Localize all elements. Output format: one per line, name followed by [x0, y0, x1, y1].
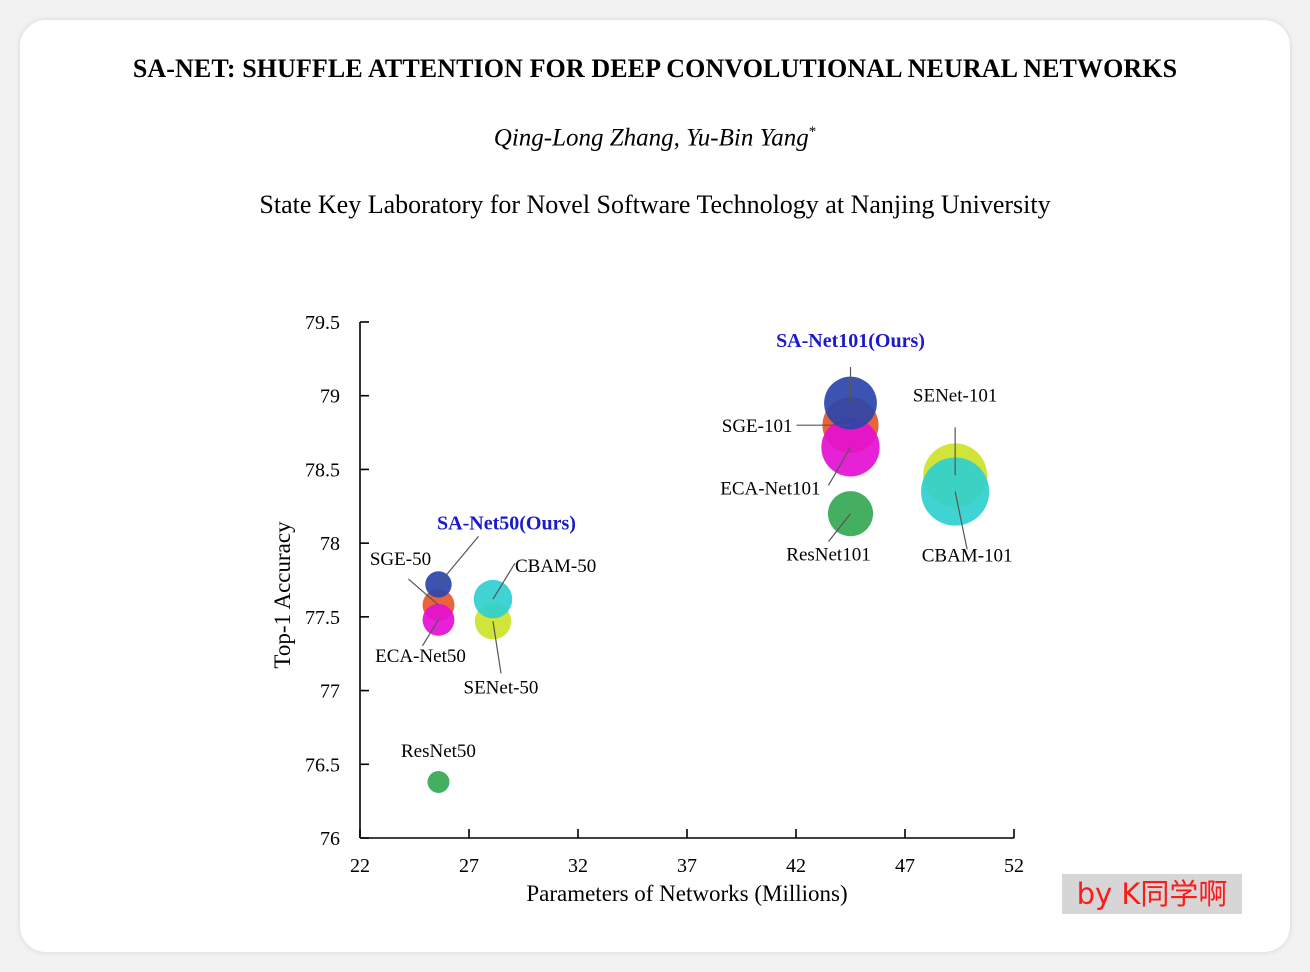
paper-title: SA-NET: SHUFFLE ATTENTION FOR DEEP CONVO… — [132, 54, 1178, 83]
point-label: SA-Net50(Ours) — [437, 512, 576, 534]
leader-line — [827, 447, 852, 486]
y-tick-label: 77 — [320, 681, 340, 703]
x-tick-label: 52 — [1004, 855, 1024, 877]
leader-line — [408, 578, 439, 606]
y-tick-label: 76 — [320, 828, 340, 850]
point-label: ECA-Net50 — [375, 646, 466, 667]
point-sa-net50-ours- — [425, 571, 452, 598]
leader-line — [421, 619, 439, 647]
x-axis-label: Parameters of Networks (Millions) — [526, 881, 847, 906]
point-label: ECA-Net101 — [720, 478, 820, 499]
x-tick-label: 22 — [350, 855, 370, 877]
corresponding-author-mark: * — [808, 124, 817, 140]
y-axis-label: Top-1 Accuracy — [270, 521, 295, 669]
point-label: CBAM-101 — [922, 546, 1013, 567]
leader-line — [828, 513, 851, 543]
x-tick-label: 47 — [895, 855, 915, 877]
paper-affiliation: State Key Laboratory for Novel Software … — [259, 190, 1051, 219]
point-label: SENet-50 — [464, 677, 539, 698]
paper-authors: Qing-Long Zhang, Yu-Bin Yang* — [0, 124, 1310, 152]
watermark-badge: by K同学啊 — [1062, 874, 1242, 914]
point-label: SA-Net101(Ours) — [776, 330, 925, 352]
point-label: CBAM-50 — [515, 556, 596, 577]
point-label: ResNet101 — [786, 545, 870, 566]
paper-card — [20, 20, 1290, 952]
x-tick-label: 32 — [568, 855, 588, 877]
point-resnet50 — [427, 770, 450, 793]
y-tick-label: 79.5 — [305, 312, 340, 334]
y-tick-label: 79 — [320, 386, 340, 408]
y-tick-label: 78 — [320, 533, 340, 555]
leader-line — [438, 536, 479, 585]
leader-line — [954, 491, 968, 550]
y-tick-label: 77.5 — [305, 607, 340, 629]
y-tick-label: 78.5 — [305, 459, 340, 481]
y-tick-label: 76.5 — [305, 754, 340, 776]
x-tick-label: 37 — [677, 855, 697, 877]
x-tick-label: 42 — [786, 855, 806, 877]
point-cbam-50 — [473, 579, 513, 619]
author-names: Qing-Long Zhang, Yu-Bin Yang — [493, 124, 809, 152]
point-label: SGE-101 — [722, 416, 793, 437]
leader-line — [492, 562, 516, 600]
x-tick-label: 27 — [459, 855, 479, 877]
point-label: SGE-50 — [370, 549, 431, 570]
leader-line — [492, 621, 502, 674]
point-label: SENet-101 — [913, 385, 997, 406]
point-label: ResNet50 — [401, 741, 476, 762]
